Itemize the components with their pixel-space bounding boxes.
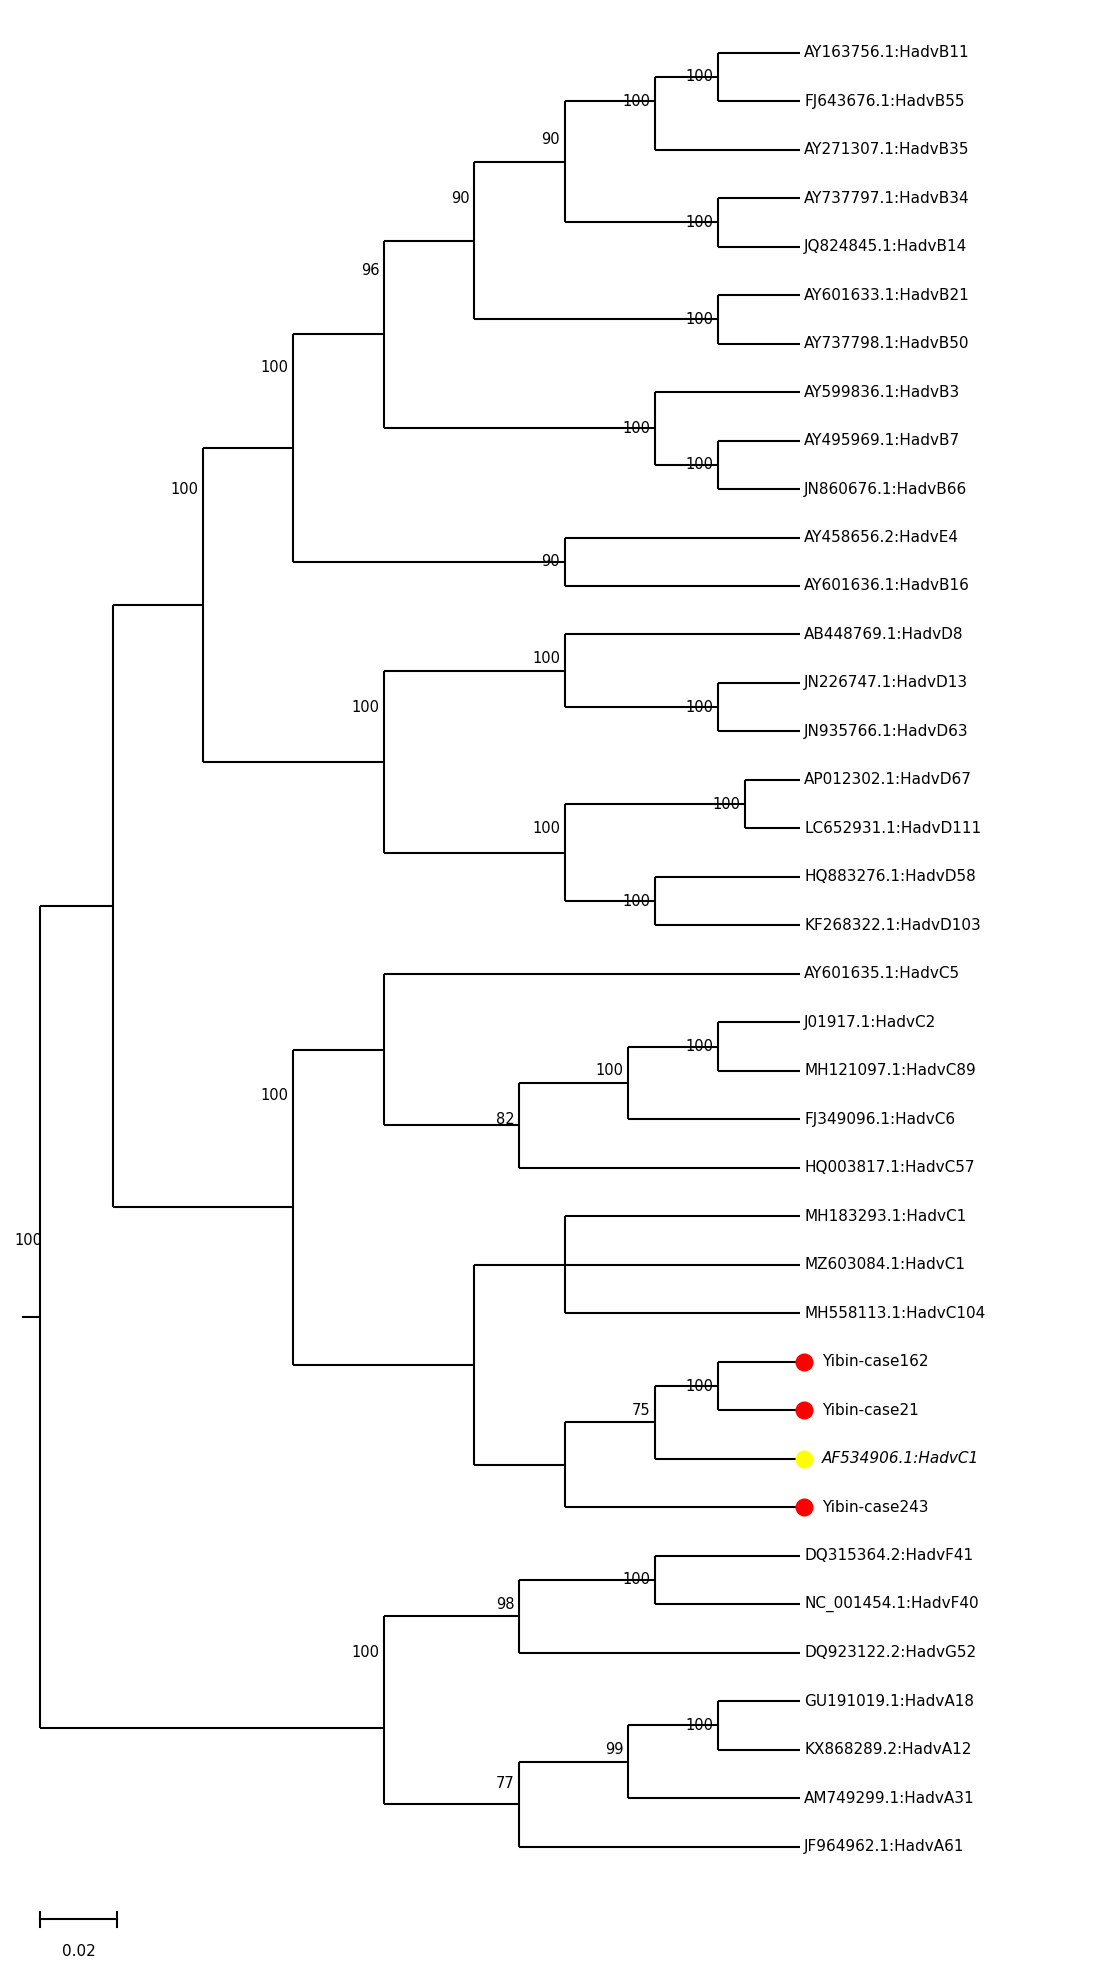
Text: 99: 99	[604, 1741, 623, 1757]
Text: JN226747.1:HadvD13: JN226747.1:HadvD13	[804, 676, 968, 690]
Text: 82: 82	[497, 1112, 514, 1126]
Text: 100: 100	[595, 1063, 623, 1079]
Text: 100: 100	[685, 312, 713, 327]
Text: 90: 90	[451, 191, 470, 205]
Text: AY495969.1:HadvB7: AY495969.1:HadvB7	[804, 434, 960, 448]
Text: Yibin-case162: Yibin-case162	[822, 1355, 929, 1369]
Text: LC652931.1:HadvD111: LC652931.1:HadvD111	[804, 820, 981, 836]
Text: NC_001454.1:HadvF40: NC_001454.1:HadvF40	[804, 1595, 979, 1613]
Text: HQ883276.1:HadvD58: HQ883276.1:HadvD58	[804, 870, 975, 883]
Text: 0.02: 0.02	[62, 1944, 96, 1958]
Text: AP012302.1:HadvD67: AP012302.1:HadvD67	[804, 773, 972, 787]
Text: AF534906.1:HadvC1: AF534906.1:HadvC1	[822, 1451, 980, 1467]
Text: 100: 100	[685, 1718, 713, 1733]
Text: 100: 100	[622, 1572, 650, 1587]
Text: 100: 100	[685, 1378, 713, 1394]
Text: HQ003817.1:HadvC57: HQ003817.1:HadvC57	[804, 1160, 974, 1175]
Text: MH183293.1:HadvC1: MH183293.1:HadvC1	[804, 1209, 967, 1225]
Text: 98: 98	[497, 1597, 514, 1611]
Text: Yibin-case243: Yibin-case243	[822, 1501, 929, 1514]
Text: 100: 100	[532, 820, 560, 836]
Text: 100: 100	[351, 1645, 379, 1660]
Text: DQ923122.2:HadvG52: DQ923122.2:HadvG52	[804, 1645, 977, 1660]
Text: FJ349096.1:HadvC6: FJ349096.1:HadvC6	[804, 1112, 955, 1126]
Text: 100: 100	[622, 93, 650, 108]
Text: 100: 100	[14, 1232, 42, 1248]
Text: JN860676.1:HadvB66: JN860676.1:HadvB66	[804, 481, 968, 497]
Text: AM749299.1:HadvA31: AM749299.1:HadvA31	[804, 1791, 974, 1806]
Text: JF964962.1:HadvA61: JF964962.1:HadvA61	[804, 1840, 964, 1854]
Text: AY458656.2:HadvE4: AY458656.2:HadvE4	[804, 530, 959, 544]
Text: AY601633.1:HadvB21: AY601633.1:HadvB21	[804, 288, 970, 302]
Text: 100: 100	[685, 69, 713, 85]
Text: 100: 100	[622, 420, 650, 436]
Text: 90: 90	[541, 554, 560, 570]
Text: AY601635.1:HadvC5: AY601635.1:HadvC5	[804, 966, 960, 982]
Text: 100: 100	[351, 700, 379, 714]
Text: AY271307.1:HadvB35: AY271307.1:HadvB35	[804, 142, 970, 158]
Text: 100: 100	[685, 1039, 713, 1055]
Text: 77: 77	[497, 1777, 514, 1791]
Text: 100: 100	[685, 458, 713, 471]
Text: 100: 100	[685, 700, 713, 714]
Text: J01917.1:HadvC2: J01917.1:HadvC2	[804, 1016, 937, 1029]
Text: JQ824845.1:HadvB14: JQ824845.1:HadvB14	[804, 239, 968, 254]
Text: MH121097.1:HadvC89: MH121097.1:HadvC89	[804, 1063, 975, 1079]
Text: Yibin-case21: Yibin-case21	[822, 1402, 919, 1418]
Text: 90: 90	[541, 132, 560, 148]
Text: AY737798.1:HadvB50: AY737798.1:HadvB50	[804, 335, 970, 351]
Text: MZ603084.1:HadvC1: MZ603084.1:HadvC1	[804, 1258, 965, 1272]
Text: 100: 100	[532, 651, 560, 667]
Text: 100: 100	[622, 893, 650, 909]
Text: DQ315364.2:HadvF41: DQ315364.2:HadvF41	[804, 1548, 973, 1564]
Text: 100: 100	[713, 797, 741, 812]
Text: 100: 100	[261, 361, 289, 375]
Text: AY599836.1:HadvB3: AY599836.1:HadvB3	[804, 385, 960, 400]
Text: 100: 100	[261, 1089, 289, 1102]
Text: 100: 100	[170, 481, 199, 497]
Text: 75: 75	[632, 1402, 650, 1418]
Text: MH558113.1:HadvC104: MH558113.1:HadvC104	[804, 1305, 985, 1321]
Text: AB448769.1:HadvD8: AB448769.1:HadvD8	[804, 627, 963, 643]
Text: FJ643676.1:HadvB55: FJ643676.1:HadvB55	[804, 93, 964, 108]
Text: KF268322.1:HadvD103: KF268322.1:HadvD103	[804, 917, 981, 933]
Text: GU191019.1:HadvA18: GU191019.1:HadvA18	[804, 1694, 974, 1708]
Text: AY737797.1:HadvB34: AY737797.1:HadvB34	[804, 191, 970, 205]
Text: JN935766.1:HadvD63: JN935766.1:HadvD63	[804, 724, 969, 740]
Text: KX868289.2:HadvA12: KX868289.2:HadvA12	[804, 1741, 971, 1757]
Text: 96: 96	[361, 264, 379, 278]
Text: AY163756.1:HadvB11: AY163756.1:HadvB11	[804, 45, 970, 61]
Text: 100: 100	[685, 215, 713, 231]
Text: AY601636.1:HadvB16: AY601636.1:HadvB16	[804, 578, 970, 594]
